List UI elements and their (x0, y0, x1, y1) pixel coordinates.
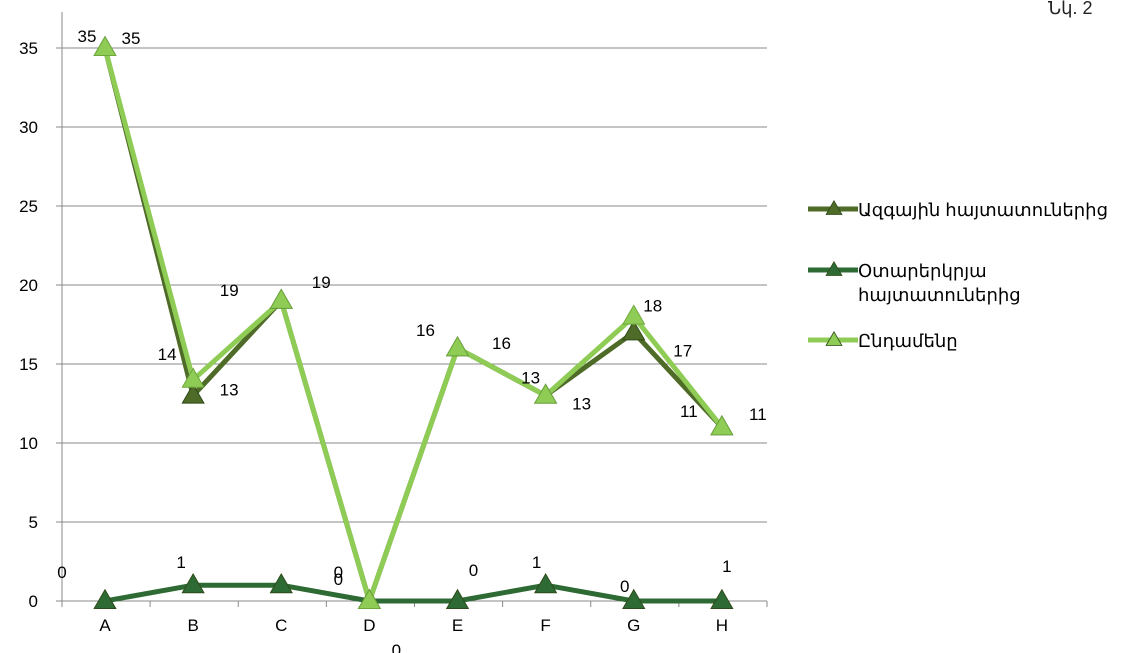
data-label: 13 (521, 369, 540, 388)
legend-label: Ազգային հայտատուներից (858, 200, 1108, 220)
gridlines (62, 47, 767, 523)
series-line-2 (102, 45, 725, 604)
point-marker (357, 588, 382, 609)
point-marker (269, 572, 293, 594)
data-label: 19 (220, 281, 239, 300)
data-label: 0 (469, 561, 478, 580)
x-tick-label: D (363, 616, 375, 635)
y-tick-label: 30 (19, 118, 38, 137)
y-tick-label: 35 (19, 39, 38, 58)
y-tick-label: 5 (29, 513, 38, 532)
data-label: 0 (392, 641, 401, 653)
legend-label: հայտատուներից (858, 285, 1021, 305)
data-label: 35 (122, 29, 141, 48)
point-marker (622, 320, 646, 341)
y-tick-label: 10 (19, 434, 38, 453)
legend-swatch-marker-2 (825, 330, 843, 346)
x-tick-label: B (187, 616, 198, 635)
point-marker (93, 588, 117, 609)
data-label: 13 (572, 395, 591, 414)
data-label: 13 (220, 381, 239, 400)
legend: Ազգային հայտատուներից Օտարերկրյա հայտատուն… (808, 199, 1108, 351)
point-marker (710, 588, 734, 609)
data-label: 16 (492, 334, 511, 353)
y-tick-label: 25 (19, 197, 38, 216)
data-label: 1 (176, 553, 185, 572)
point-marker (533, 572, 558, 594)
data-label: 19 (312, 273, 331, 292)
data-label: 17 (673, 341, 692, 360)
data-label: 0 (334, 563, 343, 582)
x-tick-label: H (716, 616, 728, 635)
legend-swatch-marker-0 (825, 199, 843, 215)
data-label: 1 (722, 557, 731, 576)
x-tick-label: F (540, 616, 550, 635)
series-lines (102, 45, 725, 604)
data-label: 18 (643, 297, 662, 316)
data-label: 11 (749, 405, 767, 424)
data-label: 0 (57, 563, 66, 582)
legend-swatch-marker-1 (825, 260, 843, 276)
point-marker (622, 304, 646, 325)
series-line-1 (102, 582, 725, 604)
y-tick-label: 15 (19, 355, 38, 374)
x-tick-label: G (627, 616, 640, 635)
point-marker (445, 335, 470, 357)
point-marker (181, 383, 205, 404)
data-label: 14 (158, 345, 177, 364)
data-label: 11 (680, 402, 698, 421)
x-tick-label: A (99, 616, 111, 635)
point-marker (181, 367, 205, 388)
x-tick-label: C (275, 616, 287, 635)
data-label: 35 (78, 27, 97, 46)
figure-label: Նկ. 2 (1048, 0, 1093, 18)
series-markers (93, 35, 734, 609)
y-tick-label: 20 (19, 276, 38, 295)
y-axis-ticks: 0 5 10 15 20 25 30 35 (19, 39, 38, 611)
data-label: 1 (532, 553, 541, 572)
point-marker (93, 35, 117, 56)
point-marker (445, 588, 470, 609)
legend-label: Ընդամենը (858, 331, 958, 351)
point-marker (710, 414, 734, 436)
point-marker (622, 588, 646, 609)
point-marker (533, 383, 558, 404)
x-axis-ticks: A B C D E F G H (99, 616, 728, 635)
x-tick-label: E (452, 616, 463, 635)
y-tick-label: 0 (29, 592, 38, 611)
data-label: 0 (620, 577, 629, 596)
point-marker (181, 572, 205, 594)
legend-label: Օտարերկրյա (858, 261, 987, 281)
point-marker (269, 288, 293, 309)
data-label: 0 (334, 570, 343, 589)
data-label: 16 (416, 321, 435, 340)
